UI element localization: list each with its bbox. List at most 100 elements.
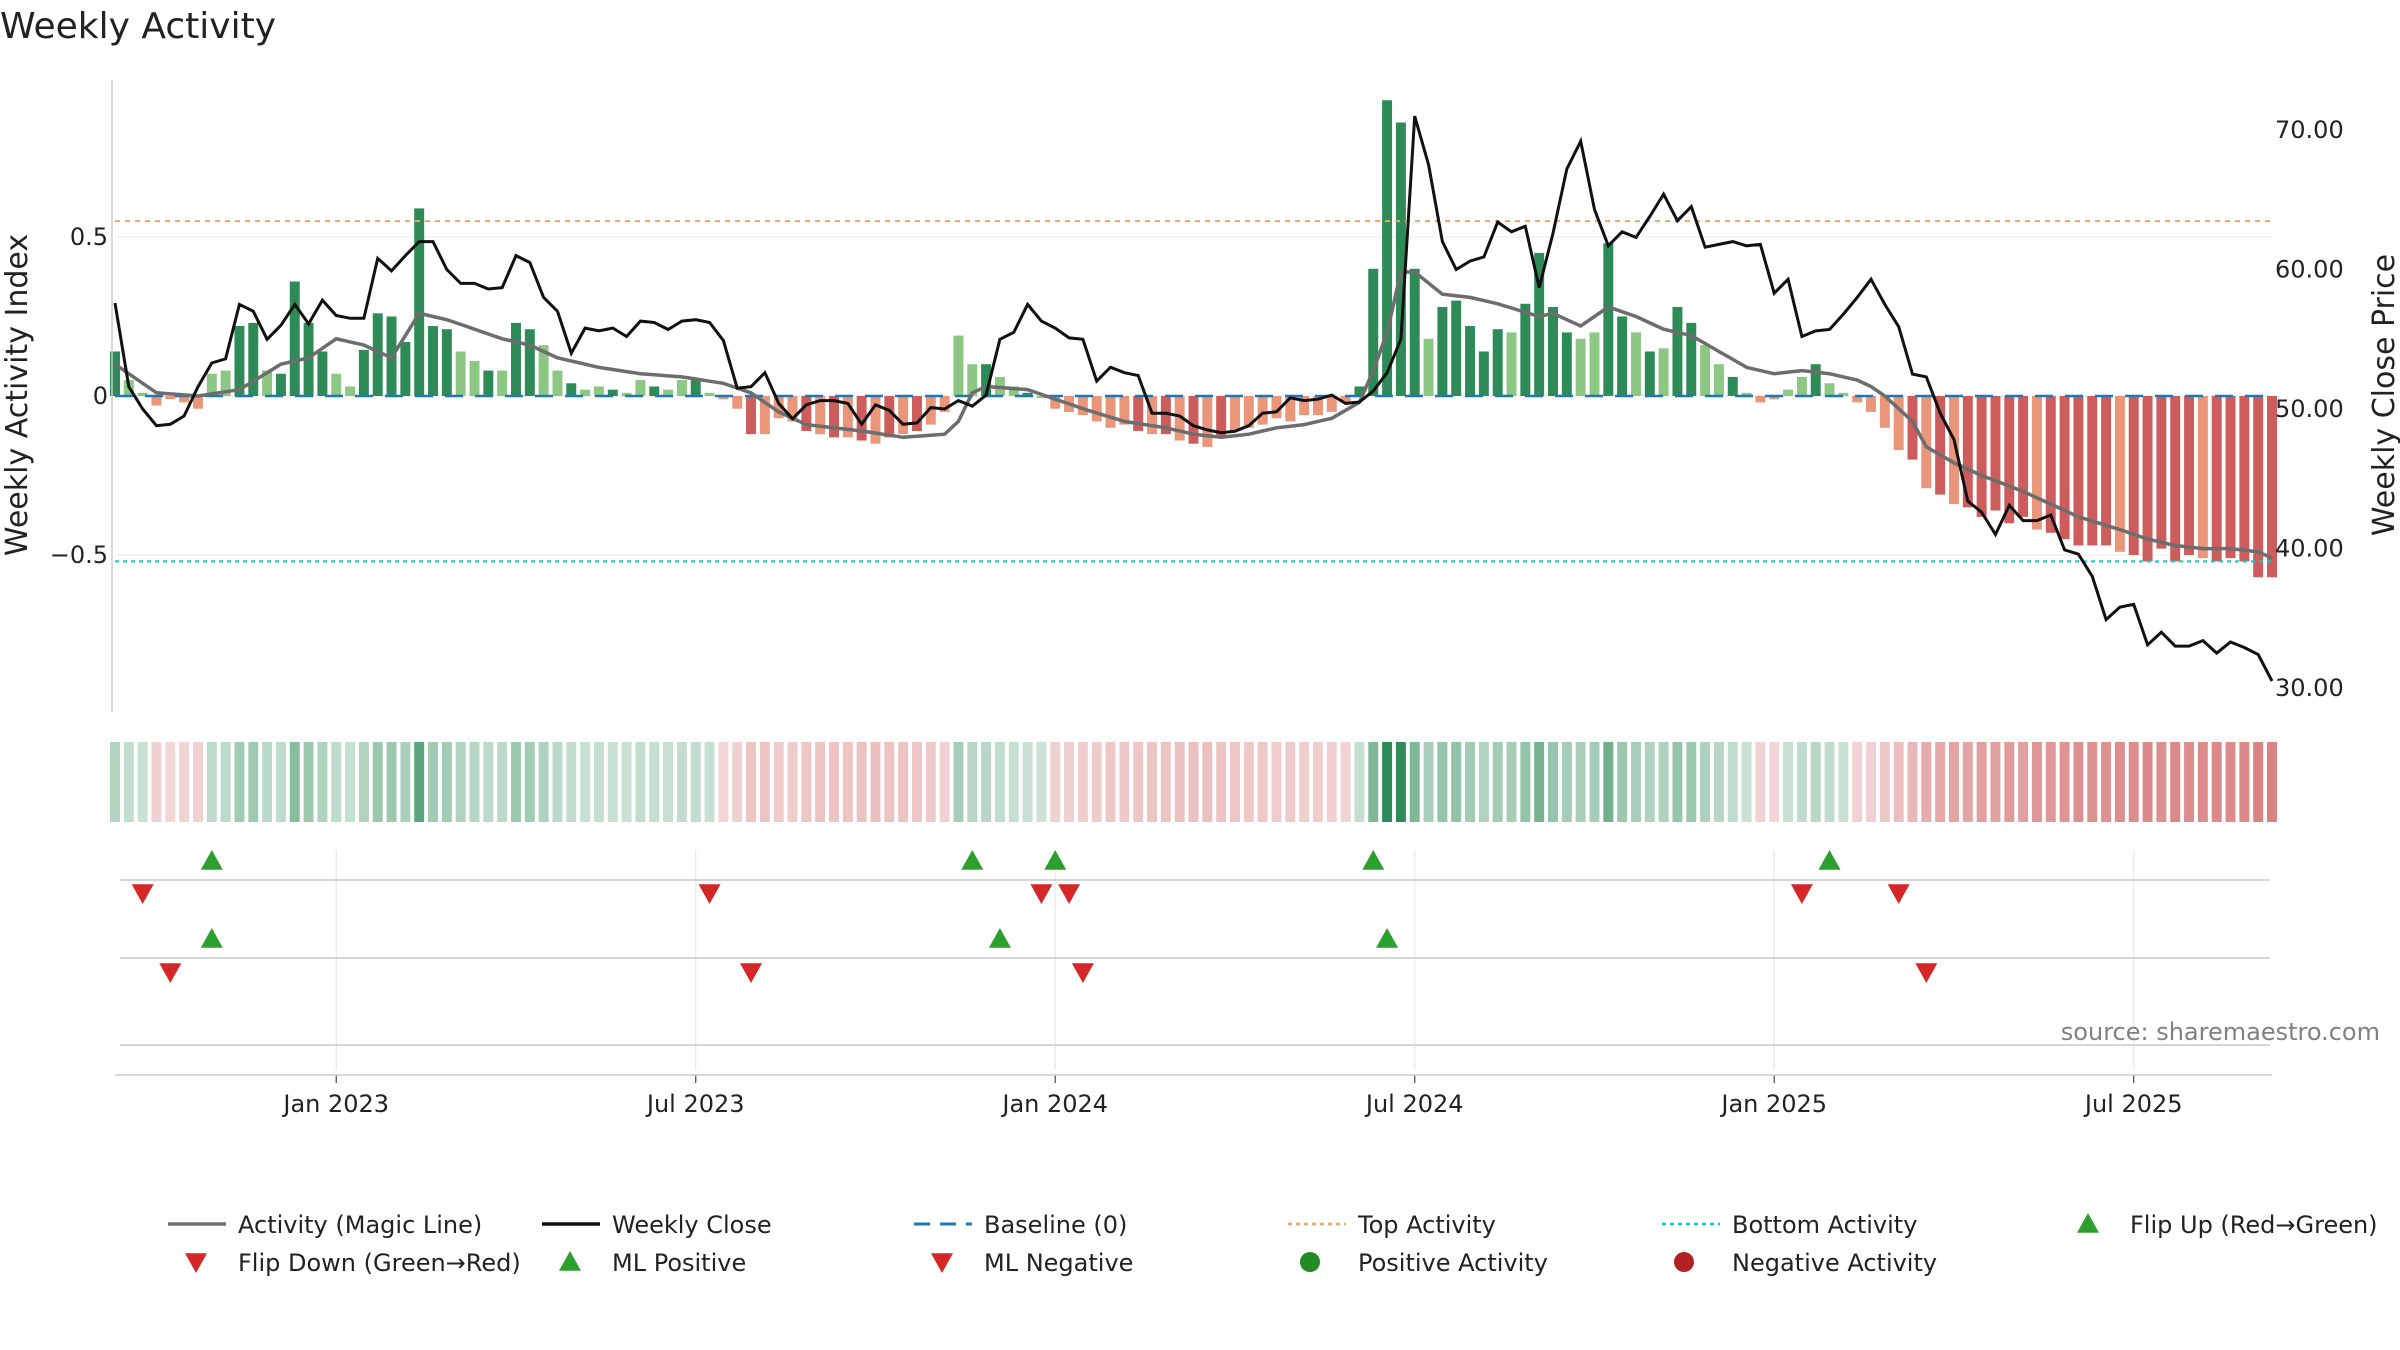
heat-strip-cell xyxy=(1409,742,1420,822)
activity-bar xyxy=(2267,396,2277,578)
activity-bar xyxy=(137,392,148,396)
activity-bars xyxy=(110,100,2277,578)
heat-strip-cell xyxy=(1520,742,1531,822)
activity-bar xyxy=(1603,243,1614,396)
heat-strip-cell xyxy=(815,742,826,822)
activity-bar xyxy=(1949,396,1959,505)
activity-bar xyxy=(663,389,674,396)
heat-strip-cell xyxy=(1852,742,1863,822)
activity-bar xyxy=(1589,332,1600,396)
activity-bar xyxy=(1548,306,1558,396)
ml-negative-marker xyxy=(740,963,763,983)
heat-strip-cell xyxy=(1133,742,1144,822)
heat-strip-cell xyxy=(1257,742,1268,822)
heat-strip-cell xyxy=(1437,742,1448,822)
heat-strip-cell xyxy=(165,742,176,822)
heat-strip-cell xyxy=(1561,742,1572,822)
activity-bar xyxy=(1382,100,1393,396)
activity-bar xyxy=(1630,332,1641,396)
activity-bar xyxy=(2211,396,2222,562)
heat-strip-cell xyxy=(1672,742,1683,822)
activity-bar xyxy=(2004,396,2015,524)
activity-bar xyxy=(1893,396,1904,451)
heat-strip-cell xyxy=(1465,742,1476,822)
activity-bar xyxy=(248,322,259,396)
activity-bar xyxy=(1147,396,1157,435)
heat-strip-cell xyxy=(2031,742,2042,822)
legend-circle-swatch xyxy=(1300,1252,1320,1272)
activity-bar xyxy=(1727,376,1738,396)
activity-bar xyxy=(635,380,646,396)
activity-bar xyxy=(1575,338,1586,396)
heat-strip-cell xyxy=(1382,742,1393,822)
legend-triangle-swatch xyxy=(931,1253,953,1273)
heat-strip-cell xyxy=(1644,742,1655,822)
activity-bar xyxy=(2045,396,2056,533)
heat-strip-cell xyxy=(1548,742,1558,822)
ml-negative-marker xyxy=(159,963,182,983)
heat-strip-cell xyxy=(1630,742,1641,822)
activity-bar xyxy=(511,322,521,396)
heat-strip-cell xyxy=(939,742,950,822)
activity-bar xyxy=(1866,396,1876,412)
heat-strip-cell xyxy=(2059,742,2070,822)
weekly-close-series xyxy=(113,115,2274,682)
activity-bar xyxy=(2128,396,2139,555)
heat-strip-cell xyxy=(428,742,438,822)
heat-strip-cell xyxy=(2045,742,2056,822)
heat-strip-cell xyxy=(1741,742,1752,822)
activity-bar xyxy=(676,380,687,396)
activity-bar xyxy=(1216,396,1227,438)
heat-strip-cell xyxy=(2004,742,2015,822)
heat-strip-cell xyxy=(2225,742,2236,822)
heat-strip-cell xyxy=(842,742,853,822)
legend-label: Top Activity xyxy=(1357,1211,1496,1239)
heat-strip-cell xyxy=(856,742,867,822)
heat-strip-cell xyxy=(1921,742,1932,822)
activity-bar xyxy=(842,396,853,438)
flip-up-marker xyxy=(1818,850,1841,870)
activity-bar xyxy=(1423,338,1434,396)
activity-bar xyxy=(1796,376,1807,396)
flip-down-marker xyxy=(1887,884,1910,904)
heat-strip-cell xyxy=(593,742,604,822)
heat-strip-cell xyxy=(1008,742,1019,822)
heat-strip-cell xyxy=(151,742,162,822)
activity-bar xyxy=(234,326,245,396)
activity-bar xyxy=(1492,329,1503,396)
activity-bar xyxy=(2225,396,2236,559)
activity-bar xyxy=(1755,396,1766,403)
x-tick-label: Jan 2024 xyxy=(1000,1090,1108,1118)
heat-strip-cell xyxy=(1879,742,1890,822)
heat-strip-cell xyxy=(1451,742,1462,822)
flip-up-marker xyxy=(961,850,984,870)
activity-bar xyxy=(1022,392,1033,396)
heat-strip-cell xyxy=(483,742,494,822)
heat-strip-cell xyxy=(1617,742,1628,822)
heat-strip-cell xyxy=(1340,742,1351,822)
heat-strip-cell xyxy=(1064,742,1075,822)
heat-strip-cell xyxy=(1810,742,1821,822)
heat-strip-cell xyxy=(289,742,300,822)
heat-strip-cell xyxy=(1700,742,1711,822)
heat-strip-cell xyxy=(1589,742,1600,822)
legend-label: Weekly Close xyxy=(612,1211,772,1239)
heat-strip-cell xyxy=(1686,742,1697,822)
activity-bar xyxy=(469,361,480,396)
activity-bar xyxy=(262,370,273,396)
activity-bar xyxy=(1105,396,1116,428)
heat-strip-cell xyxy=(1077,742,1088,822)
activity-bar xyxy=(1050,396,1061,409)
activity-bar xyxy=(939,396,950,412)
heat-strip-cell xyxy=(2142,742,2153,822)
heat-strip-cell xyxy=(1824,742,1835,822)
heat-strip-cell xyxy=(2101,742,2112,822)
heat-strip-cell xyxy=(787,742,798,822)
legend-label: Activity (Magic Line) xyxy=(238,1211,482,1239)
heat-strip-cell xyxy=(1105,742,1116,822)
activity-bar xyxy=(524,329,535,396)
ml-negative-marker xyxy=(1071,963,1094,983)
heat-strip-cell xyxy=(884,742,895,822)
heat-strip-cell xyxy=(1312,742,1323,822)
heat-strip-cell xyxy=(1658,742,1669,822)
